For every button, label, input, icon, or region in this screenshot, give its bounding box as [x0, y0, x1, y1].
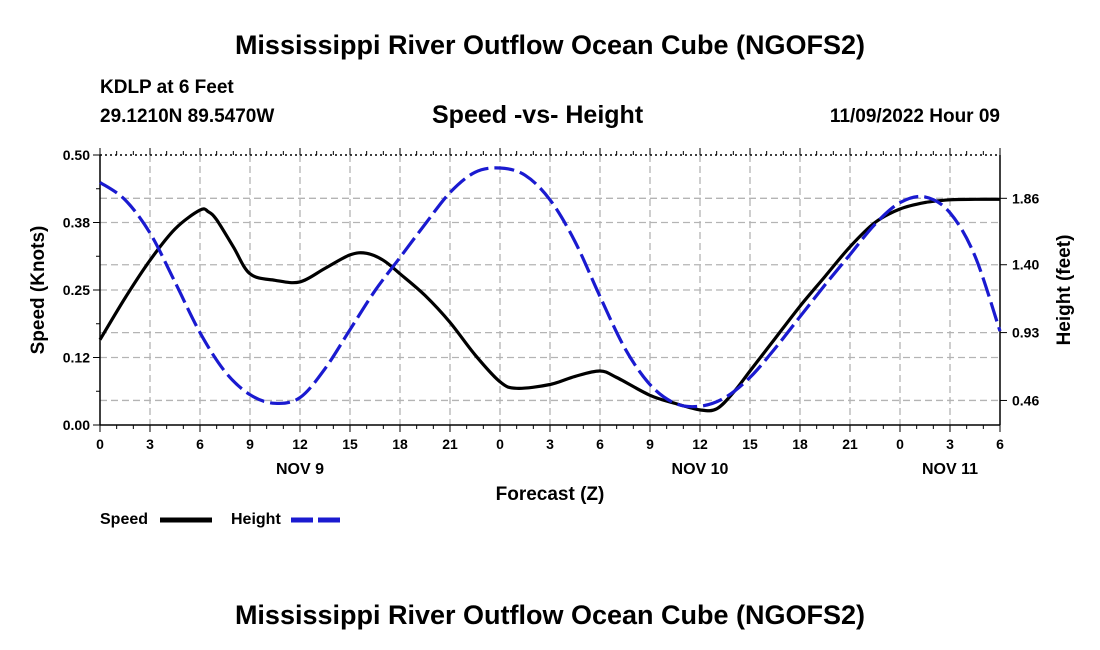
y2-tick-label: 0.46: [1012, 392, 1039, 408]
legend-height-label: Height: [231, 511, 281, 528]
x-tick-label: 9: [646, 436, 654, 452]
x-tick-label: 12: [692, 436, 708, 452]
x-tick-label: 6: [596, 436, 604, 452]
station-label: KDLP at 6 Feet: [100, 77, 234, 98]
legend-speed-label: Speed: [100, 511, 148, 528]
footer-title: Mississippi River Outflow Ocean Cube (NG…: [234, 600, 866, 630]
page-title: Mississippi River Outflow Ocean Cube (NG…: [234, 30, 866, 60]
x-tick-label: 21: [442, 436, 458, 452]
legend: Speed Height: [100, 511, 343, 528]
y-axis-title-left: Speed (Knots): [28, 226, 49, 355]
y2-tick-label: 1.86: [1012, 190, 1039, 206]
x-tick-label: 0: [496, 436, 504, 452]
x-tick-label: 6: [196, 436, 204, 452]
x-tick-label: 15: [342, 436, 358, 452]
x-tick-label: 3: [546, 436, 554, 452]
coordinates-label: 29.1210N 89.5470W: [100, 106, 275, 127]
x-tick-label: 3: [946, 436, 954, 452]
series-layer: [98, 166, 1002, 413]
grid-layer: [100, 155, 1000, 425]
x-tick-label: 12: [292, 436, 308, 452]
y-tick-label: 0.38: [63, 215, 90, 231]
datetime-label: 11/09/2022 Hour 09: [829, 106, 1000, 127]
y-axis-title-right: Height (feet): [1054, 235, 1075, 346]
label-layer: 0 3 6 9 12 15 18 21 0 3 6 9 12 15 18 21 0 3 6 NOV 9 NOV 10 NO…: [63, 147, 1040, 478]
y2-tick-label: 1.40: [1012, 257, 1039, 273]
x-axis-title: Forecast (Z): [496, 484, 605, 505]
x-tick-label: 0: [96, 436, 104, 452]
speed-series-line: [98, 197, 1001, 413]
y-tick-label: 0.25: [63, 282, 90, 298]
y-tick-label: 0.12: [63, 350, 90, 366]
x-tick-label: 0: [896, 436, 904, 452]
x-tick-label: 15: [742, 436, 758, 452]
y2-tick-label: 0.93: [1012, 325, 1039, 341]
chart-subtitle: Speed -vs- Height: [432, 101, 644, 129]
height-series-line: [99, 166, 1002, 409]
x-tick-label: 18: [392, 436, 408, 452]
axis-layer: [93, 148, 1007, 432]
y-tick-label: 0.00: [63, 417, 90, 433]
x-tick-label: 3: [146, 436, 154, 452]
date-label: NOV 10: [672, 461, 729, 478]
x-tick-label: 21: [842, 436, 858, 452]
x-tick-label: 9: [246, 436, 254, 452]
date-label: NOV 11: [922, 461, 978, 478]
x-tick-label: 18: [792, 436, 808, 452]
x-tick-label: 6: [996, 436, 1004, 452]
y-tick-label: 0.50: [63, 147, 90, 163]
date-label: NOV 9: [276, 461, 324, 478]
